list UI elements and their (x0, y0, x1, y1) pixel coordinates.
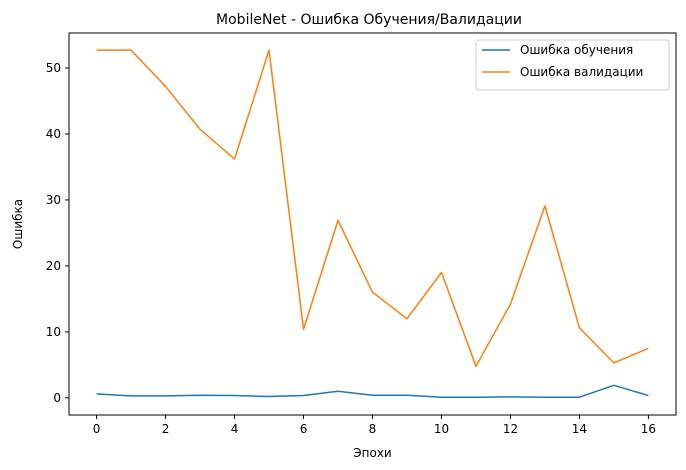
chart-title: MobileNet - Ошибка Обучения/Валидации (216, 12, 522, 28)
x-tick-label: 4 (231, 422, 239, 436)
x-tick-label: 0 (93, 422, 101, 436)
legend: Ошибка обучения Ошибка валидации (475, 39, 670, 91)
legend-label-1: Ошибка обучения (520, 43, 633, 57)
legend-label-2: Ошибка валидации (520, 65, 643, 79)
y-axis-label: Ошибка (11, 199, 25, 249)
x-tick-label: 10 (434, 422, 449, 436)
y-tick-label: 40 (46, 127, 61, 141)
y-tick-label: 50 (46, 61, 61, 75)
series-layer (96, 49, 649, 398)
x-tick-label: 12 (503, 422, 518, 436)
y-tick-label: 30 (46, 193, 61, 207)
series-line-1 (96, 384, 649, 398)
y-tick-label: 0 (53, 391, 61, 405)
y-tick-label: 20 (46, 259, 61, 273)
x-tick-label: 14 (572, 422, 587, 436)
y-tick-label: 10 (46, 325, 61, 339)
x-tick-label: 16 (641, 422, 656, 436)
x-tick-label: 2 (162, 422, 170, 436)
series-line-2 (96, 49, 649, 367)
x-axis-label: Эпохи (353, 446, 391, 460)
x-tick-label: 8 (369, 422, 377, 436)
y-axis: 0 10 20 30 40 50 (46, 61, 69, 405)
legend-box (475, 39, 670, 91)
x-tick-label: 6 (300, 422, 308, 436)
x-axis: 0 2 4 6 8 10 12 14 16 (93, 415, 656, 436)
